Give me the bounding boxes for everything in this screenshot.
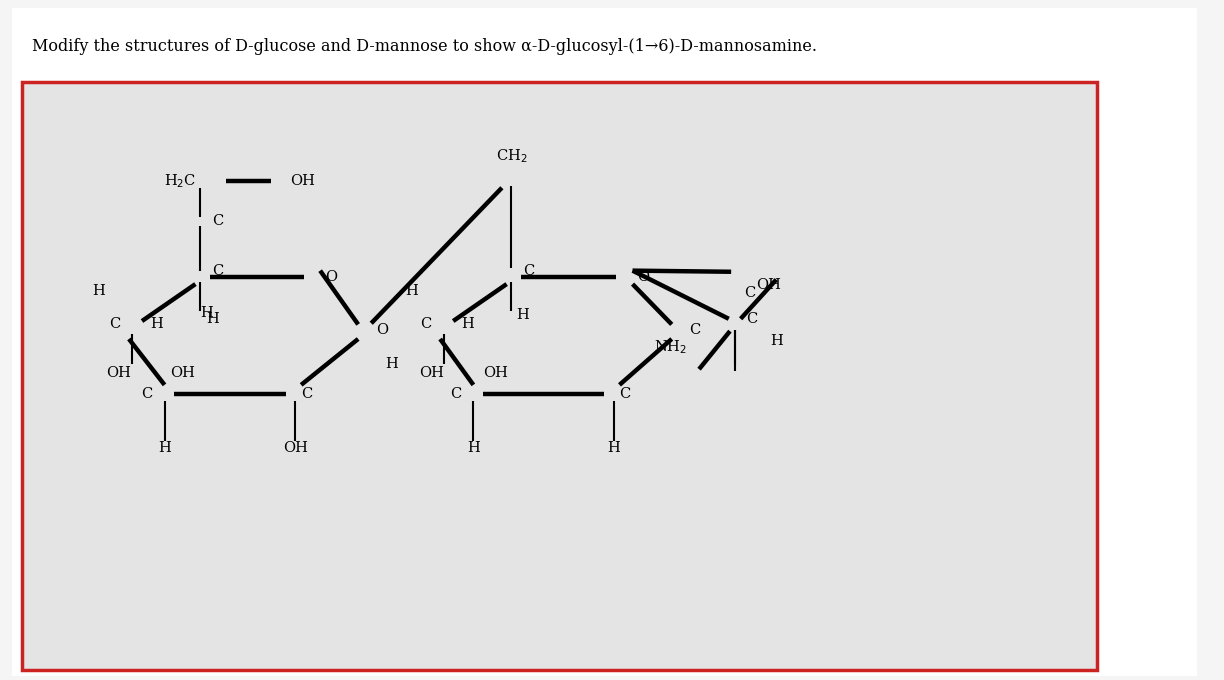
Text: OH: OH (283, 441, 307, 455)
Text: OH: OH (483, 366, 508, 379)
Text: C: C (744, 286, 755, 300)
Text: OH: OH (170, 366, 196, 379)
Text: C: C (301, 387, 312, 401)
Text: OH: OH (756, 278, 781, 292)
Text: H: H (461, 318, 474, 331)
Text: O: O (376, 323, 388, 337)
Text: OH: OH (419, 366, 443, 379)
Text: H: H (468, 441, 480, 455)
Text: C: C (109, 318, 121, 331)
Text: C: C (747, 312, 758, 326)
Text: H: H (770, 334, 783, 348)
FancyBboxPatch shape (12, 8, 1197, 676)
Text: C: C (524, 264, 535, 277)
Text: C: C (421, 318, 432, 331)
Text: NH$_2$: NH$_2$ (654, 338, 687, 356)
Text: OH: OH (290, 174, 316, 188)
Text: H: H (607, 441, 619, 455)
Text: C: C (450, 387, 461, 401)
Text: C: C (619, 387, 630, 401)
Text: H: H (405, 284, 417, 298)
Text: H: H (206, 312, 219, 326)
Text: C: C (212, 214, 223, 228)
Text: C: C (142, 387, 153, 401)
Text: O: O (638, 271, 650, 284)
FancyBboxPatch shape (22, 82, 1097, 670)
Text: O: O (324, 271, 337, 284)
Text: OH: OH (106, 366, 131, 379)
Text: C: C (689, 323, 701, 337)
Text: H$_2$C: H$_2$C (164, 172, 197, 190)
Text: H: H (92, 284, 105, 298)
Text: H: H (517, 309, 529, 322)
Text: H: H (151, 318, 163, 331)
Text: Modify the structures of D-glucose and D-mannose to show α-D-glucosyl-(1→6)-D-ma: Modify the structures of D-glucose and D… (32, 38, 816, 55)
Text: CH$_2$: CH$_2$ (496, 148, 528, 165)
Text: H: H (386, 356, 398, 371)
Text: H: H (201, 306, 213, 320)
Text: H: H (158, 441, 171, 455)
Text: C: C (212, 264, 223, 277)
